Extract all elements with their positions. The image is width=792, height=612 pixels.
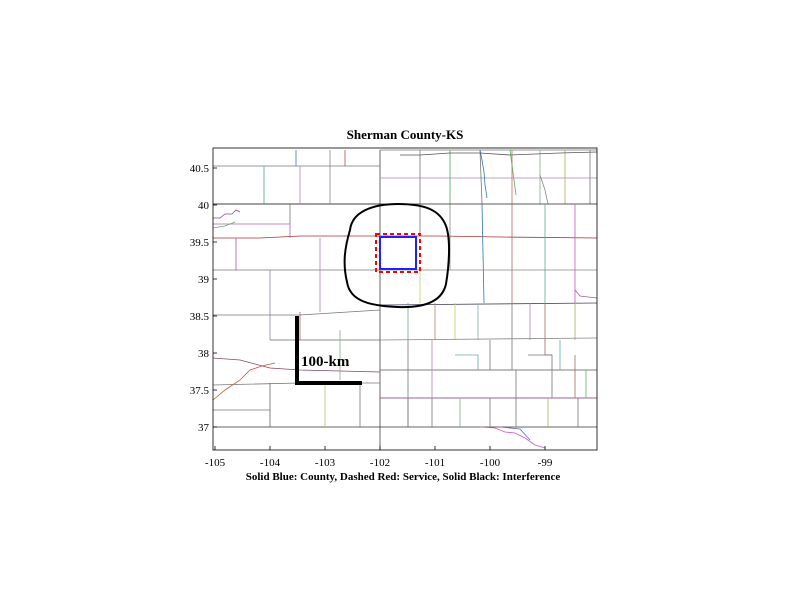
y-tick-label: 37 xyxy=(198,422,210,434)
x-tick-labels: -105 -104 -103 -102 -101 -100 -99 xyxy=(205,457,553,469)
y-tick-label: 39 xyxy=(198,274,210,286)
y-tick-label: 40 xyxy=(198,200,210,212)
x-tick-label: -105 xyxy=(205,457,226,469)
x-tick-label: -101 xyxy=(425,457,445,469)
y-tick-label: 37.5 xyxy=(190,385,210,397)
scale-bar-label: 100-km xyxy=(301,354,350,370)
y-tick-label: 40.5 xyxy=(190,163,210,175)
map-caption: Solid Blue: County, Dashed Red: Service,… xyxy=(246,471,561,483)
x-tick-label: -104 xyxy=(260,457,281,469)
x-tick-label: -102 xyxy=(370,457,390,469)
interference-contour xyxy=(343,202,450,309)
x-tick-label: -100 xyxy=(480,457,501,469)
x-axis xyxy=(214,446,546,450)
county-outline xyxy=(379,236,417,270)
scale-bar: 100-km xyxy=(295,316,362,385)
y-axis xyxy=(213,167,217,428)
y-tick-label: 39.5 xyxy=(190,237,210,249)
map-title: Sherman County-KS xyxy=(347,127,464,142)
plot-frame xyxy=(212,147,598,451)
y-tick-label: 38.5 xyxy=(190,311,210,323)
county-boundaries xyxy=(213,149,597,450)
y-tick-labels: 40.5 40 39.5 39 38.5 38 37.5 37 xyxy=(190,163,210,434)
x-tick-label: -99 xyxy=(538,457,553,469)
y-tick-label: 38 xyxy=(198,348,210,360)
x-tick-label: -103 xyxy=(315,457,336,469)
service-contour xyxy=(375,233,421,273)
